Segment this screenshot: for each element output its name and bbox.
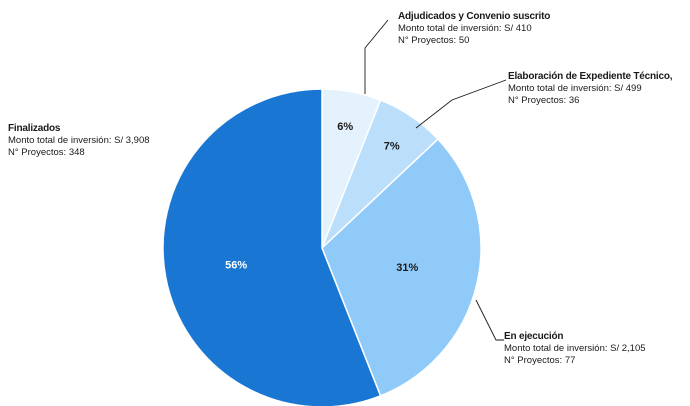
callout-proyectos: N° Proyectos: 77: [504, 355, 576, 366]
pie-slices: [162, 88, 482, 406]
callout-name: Finalizados: [8, 123, 61, 134]
slice-percent-label: 31%: [396, 262, 418, 274]
slice-percent-labels: 6% 7% 31% 56%: [225, 121, 418, 274]
callout-monto: Monto total de inversión: S/ 499: [508, 83, 642, 94]
callout-monto: Monto total de inversión: S/ 410: [398, 23, 532, 34]
callout-proyectos: N° Proyectos: 50: [398, 35, 470, 46]
callout-monto: Monto total de inversión: S/ 3,908: [8, 135, 150, 146]
leader-line: [364, 19, 389, 94]
leader-line: [475, 299, 504, 341]
callout-adjudicados: Adjudicados y Convenio suscrito Monto to…: [398, 11, 550, 47]
callout-elaboracion-expediente: Elaboración de Expediente Técnico, Monto…: [508, 71, 673, 107]
callout-proyectos: N° Proyectos: 348: [8, 147, 85, 158]
callout-name: Adjudicados y Convenio suscrito: [398, 11, 551, 22]
leader-line: [415, 79, 507, 129]
callout-monto: Monto total de inversión: S/ 2,105: [504, 343, 646, 354]
callout-finalizados: Finalizados Monto total de inversión: S/…: [8, 123, 150, 159]
callout-name: En ejecución: [504, 331, 564, 342]
slice-percent-label: 56%: [225, 259, 247, 271]
leader-lines: [364, 19, 507, 341]
callout-en-ejecucion: En ejecución Monto total de inversión: S…: [504, 331, 646, 367]
slice-percent-label: 7%: [384, 140, 400, 152]
slice-percent-label: 6%: [337, 121, 353, 133]
callout-name: Elaboración de Expediente Técnico,: [508, 71, 673, 82]
pie-slice: [321, 138, 482, 397]
callout-proyectos: N° Proyectos: 36: [508, 95, 580, 106]
